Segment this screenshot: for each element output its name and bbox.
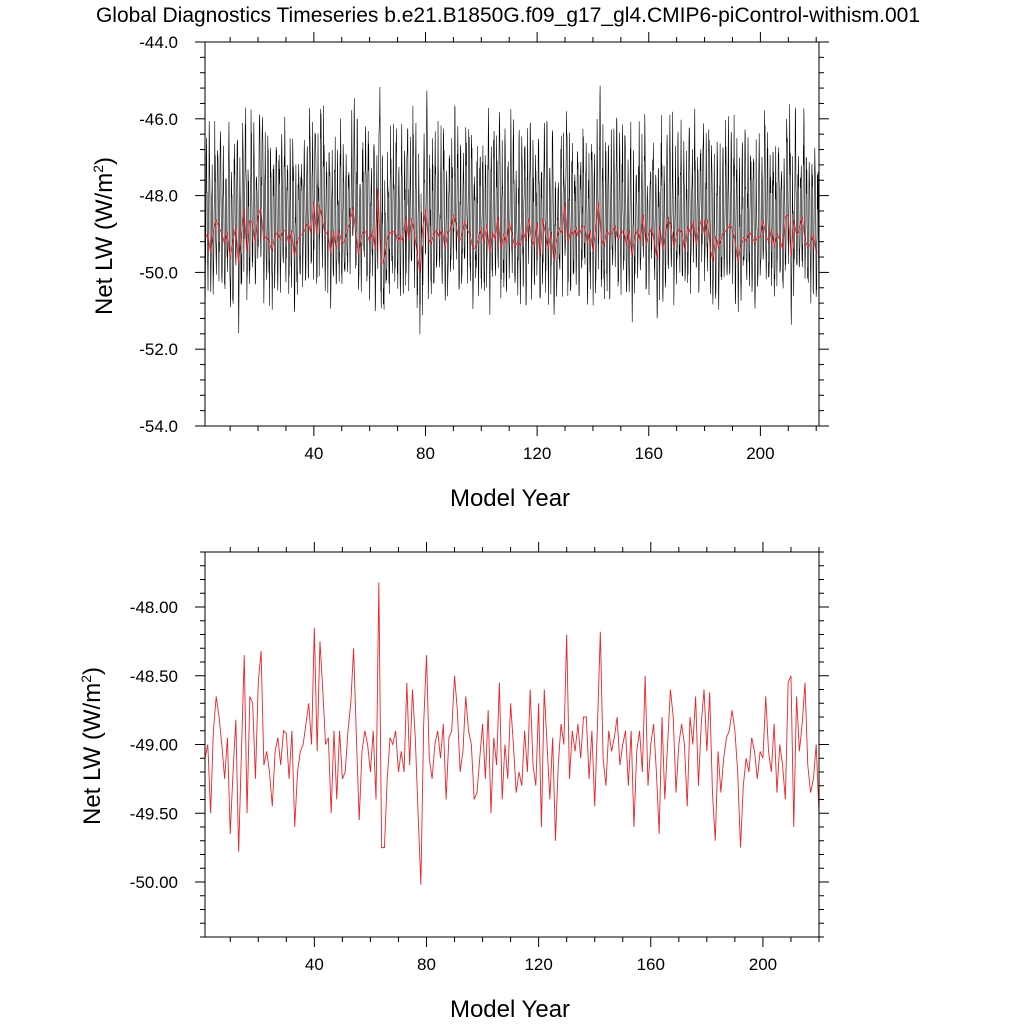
top-x-tick-label: 200 <box>746 444 774 463</box>
top-x-tick-label: 120 <box>523 444 551 463</box>
bottom-panel: Model Year Net LW (W/m2) 40 80 120 160 200 -5… <box>78 542 829 1023</box>
bottom-x-tick-label: 40 <box>305 955 324 974</box>
bottom-annual-series-line <box>204 582 820 885</box>
top-monthly-series-line <box>204 85 820 335</box>
bottom-x-tick-label: 200 <box>749 955 777 974</box>
bottom-y-tick-label: -49.00 <box>130 736 178 755</box>
top-plot-frame <box>204 41 820 427</box>
top-y-axis-title: Net LW (W/m2) <box>90 157 118 315</box>
bottom-y-tick-label: -50.00 <box>130 873 178 892</box>
top-annual-series-line <box>204 188 817 274</box>
top-x-tick-label: 80 <box>416 444 435 463</box>
top-y-tick-label: -54.0 <box>139 417 178 436</box>
bottom-y-tick-label: -48.00 <box>130 598 178 617</box>
top-y-tick-label: -48.0 <box>139 187 178 206</box>
bottom-y-axis-title-text: Net LW (W/m <box>79 683 106 825</box>
bottom-x-tick-label: 160 <box>637 955 665 974</box>
top-y-axis-title-sup: 2 <box>90 165 106 173</box>
top-y-tick-label: -46.0 <box>139 110 178 129</box>
bottom-x-axis-title: Model Year <box>450 996 570 1023</box>
figure-title: Global Diagnostics Timeseries b.e21.B185… <box>96 4 920 27</box>
top-x-tick-label: 160 <box>635 444 663 463</box>
bottom-y-tick-label: -48.50 <box>130 667 178 686</box>
top-y-axis-title-close: ) <box>91 157 118 165</box>
top-panel: Model Year Net LW (W/m2) 40 80 120 160 200 -5… <box>90 32 829 512</box>
bottom-x-tick-label: 120 <box>524 955 552 974</box>
bottom-y-tick-label: -49.50 <box>130 804 178 823</box>
top-y-axis-title-text: Net LW (W/m <box>91 173 118 315</box>
bottom-y-axis-title-sup: 2 <box>78 675 94 683</box>
bottom-x-tick-label: 80 <box>417 955 436 974</box>
top-x-tick-label: 40 <box>304 444 323 463</box>
top-y-tick-label: -52.0 <box>139 340 178 359</box>
top-y-tick-label: -50.0 <box>139 263 178 282</box>
top-y-tick-label: -44.0 <box>139 33 178 52</box>
bottom-y-axis-title: Net LW (W/m2) <box>78 667 106 825</box>
bottom-y-axis-title-close: ) <box>79 667 106 675</box>
top-x-axis-title: Model Year <box>450 485 570 512</box>
